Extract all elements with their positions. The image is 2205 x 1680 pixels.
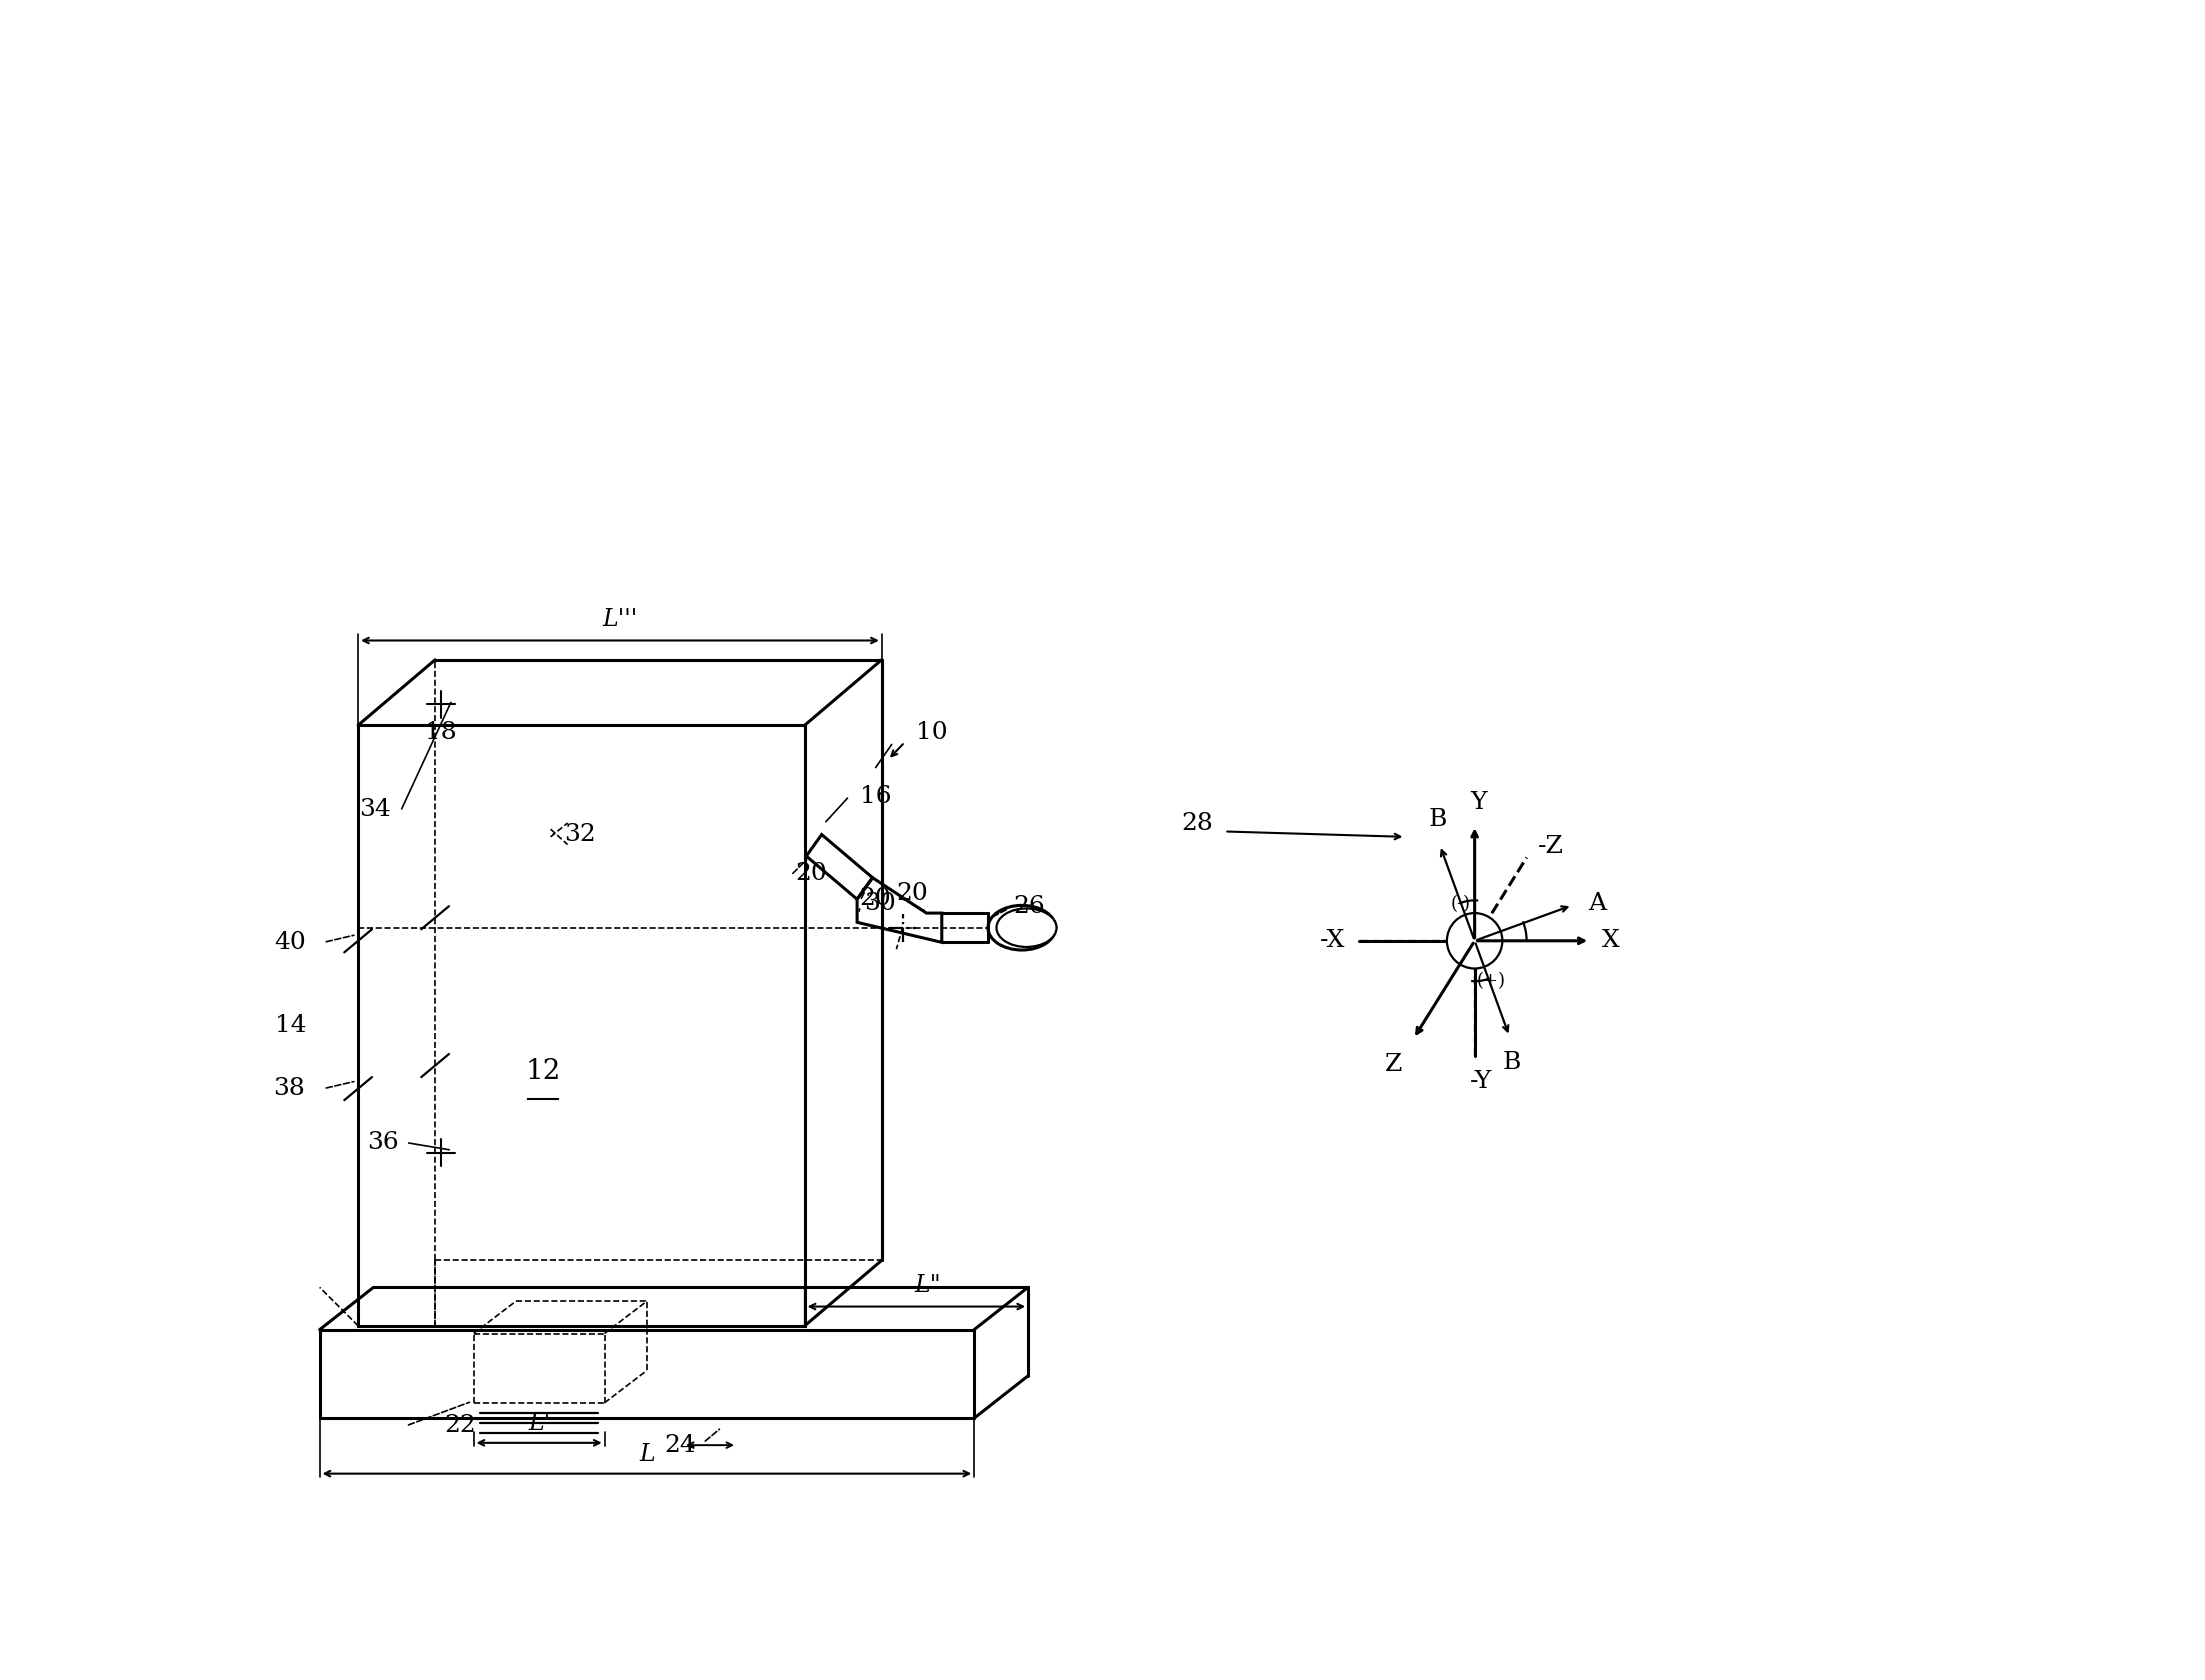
Text: -X: -X <box>1321 929 1345 953</box>
Text: 36: 36 <box>366 1131 399 1154</box>
Text: X: X <box>1601 929 1618 953</box>
Text: 12: 12 <box>525 1058 560 1085</box>
Text: (-): (-) <box>1451 895 1471 912</box>
Text: A: A <box>1588 892 1607 916</box>
Ellipse shape <box>997 909 1056 948</box>
Text: Y: Y <box>1471 791 1486 813</box>
Text: 26: 26 <box>1014 895 1045 917</box>
Text: (+): (+) <box>1477 971 1506 990</box>
Text: 34: 34 <box>359 798 390 822</box>
Text: -Y: -Y <box>1471 1070 1493 1094</box>
Text: L": L" <box>915 1275 942 1297</box>
Text: 32: 32 <box>564 823 595 847</box>
Text: 20: 20 <box>897 882 928 904</box>
Text: B: B <box>1502 1052 1521 1074</box>
Text: 20: 20 <box>860 887 891 911</box>
Text: 22: 22 <box>443 1415 476 1438</box>
Text: Z: Z <box>1385 1053 1402 1075</box>
Text: L''': L''' <box>602 608 637 632</box>
Text: L: L <box>639 1443 655 1467</box>
Text: 24: 24 <box>664 1433 697 1457</box>
Text: 38: 38 <box>273 1077 304 1100</box>
Text: 18: 18 <box>426 721 456 744</box>
Text: L': L' <box>527 1413 551 1435</box>
Text: B: B <box>1429 808 1446 830</box>
Text: 40: 40 <box>273 931 306 954</box>
Text: 30: 30 <box>864 892 895 916</box>
Circle shape <box>1446 912 1502 968</box>
Text: 28: 28 <box>1182 811 1213 835</box>
Text: 20: 20 <box>796 862 827 885</box>
Text: 10: 10 <box>915 721 948 744</box>
Text: 16: 16 <box>860 785 891 808</box>
Text: 14: 14 <box>276 1015 306 1037</box>
Text: -Z: -Z <box>1537 835 1563 858</box>
